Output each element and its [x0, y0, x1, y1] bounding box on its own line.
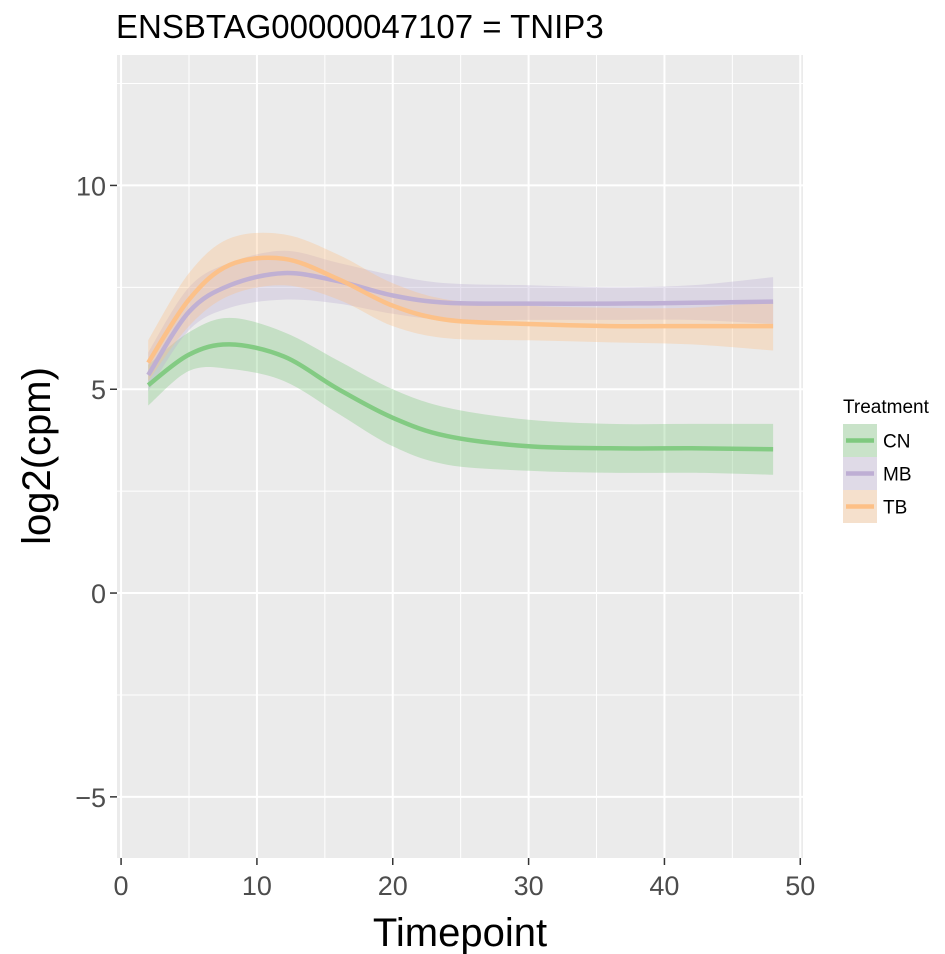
x-tick-label: 50	[785, 871, 815, 901]
x-tick-label: 30	[514, 871, 544, 901]
x-tick-labels: 0 10 20 30 40 50	[114, 871, 816, 901]
line-cn	[146, 342, 774, 452]
y-tick-label: 10	[76, 171, 106, 201]
ribbon-cn	[148, 317, 774, 475]
line-tb	[146, 255, 774, 364]
grid-minor	[117, 55, 803, 858]
y-axis-title: log2(cpm)	[15, 367, 59, 545]
plot-panel	[117, 55, 803, 858]
legend-label: MB	[883, 465, 912, 486]
axis-ticks	[110, 184, 802, 865]
plot-title: ENSBTAG00000047107 = TNIP3	[116, 8, 604, 45]
legend: Treatment CN MB TB	[843, 397, 930, 523]
grid-major	[117, 55, 803, 858]
line-mb	[146, 270, 774, 377]
ribbon-mb	[148, 250, 774, 392]
series-lines	[146, 255, 774, 452]
x-axis-title: Timepoint	[373, 911, 547, 954]
legend-label: TB	[883, 498, 907, 519]
y-tick-label: −5	[75, 783, 106, 813]
legend-label: CN	[883, 432, 910, 453]
legend-item-mb: MB	[843, 457, 912, 490]
y-tick-label: 5	[91, 375, 106, 405]
y-tick-label: 0	[91, 579, 106, 609]
confidence-ribbons	[148, 232, 774, 475]
ribbon-tb	[148, 232, 774, 382]
legend-item-cn: CN	[843, 424, 910, 457]
legend-title: Treatment	[843, 397, 930, 418]
legend-item-tb: TB	[843, 490, 907, 523]
legend-keys: CN MB TB	[843, 424, 912, 523]
x-tick-label: 40	[649, 871, 679, 901]
x-tick-label: 10	[242, 871, 272, 901]
x-tick-label: 0	[114, 871, 129, 901]
x-tick-label: 20	[378, 871, 408, 901]
y-tick-labels: −5 0 5 10	[75, 171, 106, 812]
